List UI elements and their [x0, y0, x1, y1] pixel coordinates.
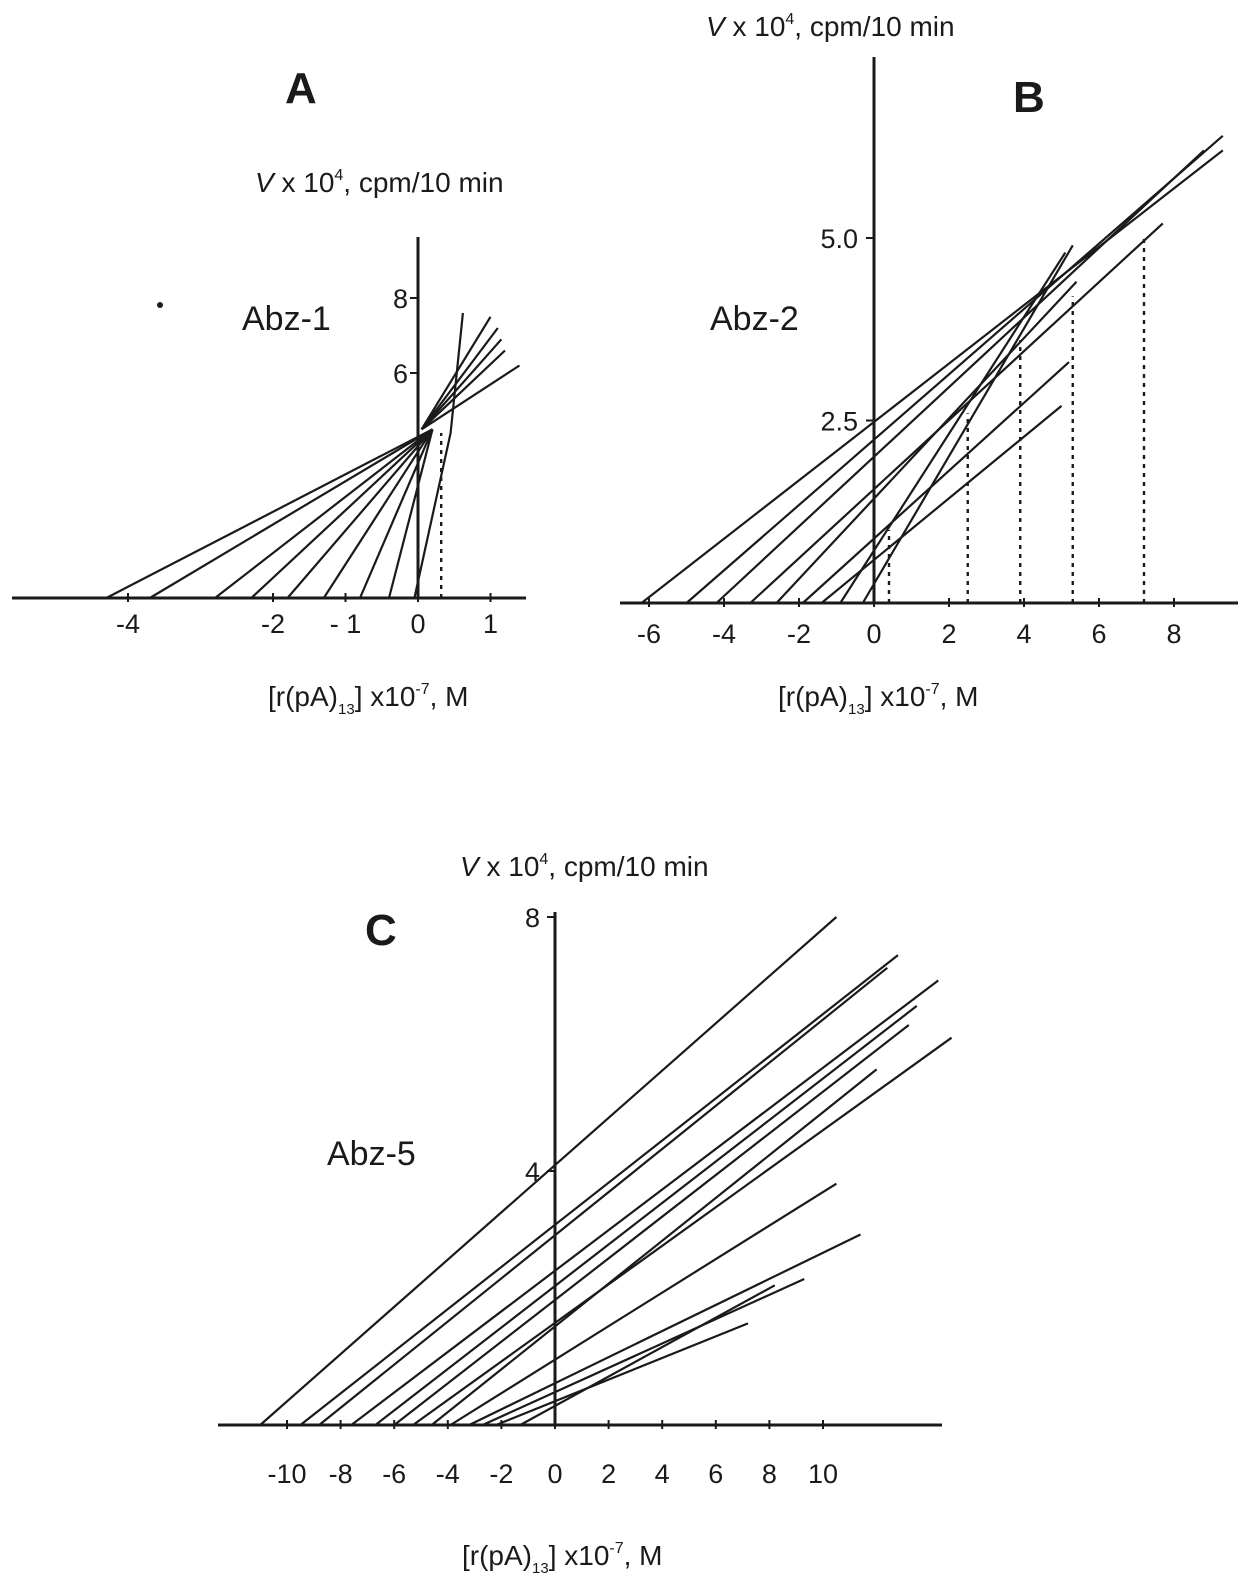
x-axis-title-c: [r(pA)13] x10-7, M — [462, 1540, 663, 1577]
y-axis-title-c: V x 104, cpm/10 min — [460, 851, 709, 882]
x-tick-label: 4 — [655, 1459, 670, 1489]
series-line-14 — [420, 364, 521, 431]
panel-letter-a: A — [285, 64, 317, 113]
x-tick-label: 8 — [1166, 619, 1181, 649]
x-tick-label: -10 — [267, 1459, 306, 1489]
y-tick-label: 8 — [393, 284, 408, 314]
series-line-13 — [420, 349, 506, 431]
x-axis-title-b: [r(pA)13] x10-7, M — [778, 681, 979, 718]
compound-label-abz-5: Abz-5 — [327, 1135, 416, 1173]
panel-c: C Abz-5 V x 104, cpm/10 min [r(pA)13] x1… — [218, 851, 953, 1577]
x-tick-label: 8 — [762, 1459, 777, 1489]
panel-letter-c: C — [365, 906, 397, 955]
x-tick-label: 0 — [866, 619, 881, 649]
y-axis-title-a: V x 104, cpm/10 min — [255, 167, 504, 198]
series-line-11 — [420, 327, 499, 430]
series-line-9 — [861, 244, 1074, 604]
series-line-12 — [495, 1322, 749, 1427]
x-tick-label: -2 — [787, 619, 811, 649]
y-tick-label: 5.0 — [820, 224, 858, 254]
series-line-4 — [250, 428, 434, 599]
x-tick-label: - 1 — [330, 609, 362, 639]
x-tick-label: 0 — [547, 1459, 562, 1489]
x-tick-label: 2 — [941, 619, 956, 649]
series-line-9 — [449, 1182, 837, 1426]
series-line-5 — [286, 428, 434, 599]
y-tick-label: 2.5 — [820, 407, 858, 437]
series-line-13 — [519, 1284, 776, 1426]
x-tick-label: 10 — [808, 1459, 838, 1489]
x-tick-label: 0 — [410, 609, 425, 639]
stray-dot — [157, 302, 163, 308]
series-line-7 — [358, 428, 434, 599]
series-line-7 — [412, 1036, 953, 1426]
x-tick-label: -2 — [261, 609, 285, 639]
series-line-8 — [839, 252, 1067, 604]
series-line-2 — [149, 428, 434, 599]
series-line-6 — [802, 361, 1070, 604]
series-line-4 — [749, 222, 1164, 604]
series-line-8 — [431, 1068, 878, 1426]
y-tick-label: 6 — [393, 359, 408, 389]
x-tick-label: 6 — [1091, 619, 1106, 649]
series-line-10 — [420, 316, 492, 430]
x-tick-label: -8 — [329, 1459, 353, 1489]
x-tick-label: -6 — [637, 619, 661, 649]
series-line-9 — [413, 312, 464, 599]
series-line-11 — [482, 1277, 805, 1427]
series-line-2 — [685, 134, 1224, 604]
series-line-8 — [387, 429, 434, 599]
x-axis-title-a: [r(pA)13] x10-7, M — [268, 681, 469, 718]
series-line-5 — [374, 1005, 918, 1426]
panel-b: B Abz-2 V x 104, cpm/10 min [r(pA)13] x1… — [620, 11, 1238, 718]
x-tick-label: 6 — [708, 1459, 723, 1489]
y-tick-label: 8 — [525, 903, 540, 933]
series-line-12 — [420, 338, 503, 431]
series-line-3 — [715, 149, 1205, 604]
series-line-5 — [775, 281, 1078, 604]
series-line-3 — [318, 966, 888, 1426]
series-line-4 — [350, 979, 939, 1426]
series-line-6 — [322, 428, 434, 599]
series-line-1 — [640, 149, 1224, 604]
x-tick-label: -4 — [712, 619, 736, 649]
y-axis-title-b: V x 104, cpm/10 min — [706, 11, 955, 42]
series-line-3 — [214, 428, 434, 599]
y-tick-label: 4 — [525, 1157, 540, 1187]
panel-a: A Abz-1 V x 104, cpm/10 min [r(pA)13] x1… — [12, 64, 526, 718]
compound-label-abz-2: Abz-2 — [710, 300, 799, 338]
x-tick-label: -4 — [436, 1459, 460, 1489]
series-line-2 — [299, 954, 899, 1426]
panel-letter-b: B — [1013, 73, 1045, 122]
compound-label-abz-1: Abz-1 — [242, 300, 331, 338]
x-tick-label: 2 — [601, 1459, 616, 1489]
series-line-10 — [468, 1233, 861, 1426]
x-tick-label: -4 — [116, 609, 140, 639]
x-tick-label: 4 — [1016, 619, 1031, 649]
series-line-1 — [105, 428, 434, 599]
series-line-6 — [393, 1024, 910, 1426]
x-tick-label: -6 — [382, 1459, 406, 1489]
x-tick-label: 1 — [483, 609, 498, 639]
x-tick-label: -2 — [489, 1459, 513, 1489]
